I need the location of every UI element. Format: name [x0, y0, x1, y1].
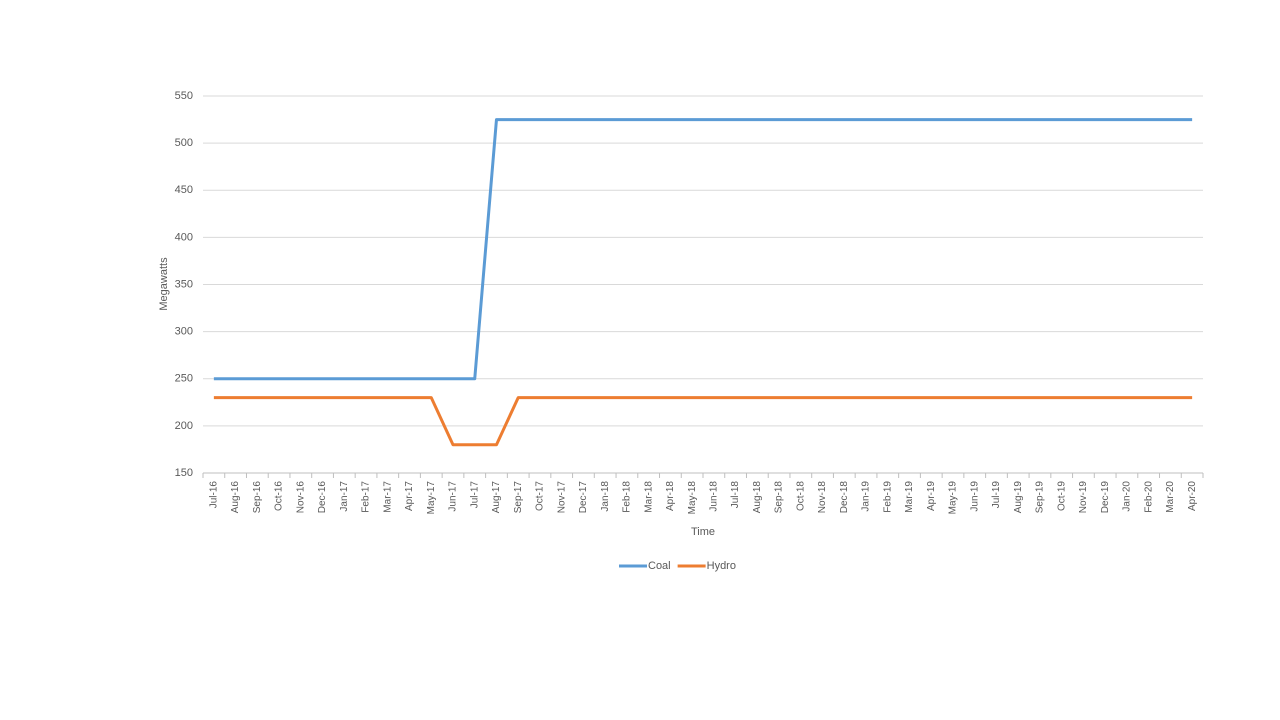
x-tick-label: Nov-19 [1078, 481, 1089, 514]
x-tick-label: May-18 [687, 481, 698, 515]
x-tick-label: Dec-17 [578, 481, 589, 514]
x-tick-label: Nov-18 [817, 481, 828, 514]
x-tick-label: Feb-20 [1143, 481, 1154, 513]
x-tick-label: Apr-18 [665, 481, 676, 511]
x-tick-label: Jan-17 [339, 481, 350, 512]
x-tick-label: Apr-20 [1187, 481, 1198, 511]
legend-label: Coal [648, 560, 671, 572]
x-tick-label: Jul-19 [991, 481, 1002, 509]
x-tick-label: Jul-18 [730, 481, 741, 509]
x-tick-label: Aug-17 [491, 481, 502, 514]
x-tick-label: Nov-16 [295, 481, 306, 514]
y-tick-label: 250 [175, 373, 193, 385]
y-tick-label: 150 [175, 467, 193, 479]
x-tick-label: Jun-19 [969, 481, 980, 512]
y-tick-label: 200 [175, 420, 193, 432]
y-tick-label: 350 [175, 278, 193, 290]
x-tick-label: Dec-16 [317, 481, 328, 514]
x-tick-label: Jul-17 [469, 481, 480, 509]
y-axis-title: Megawatts [158, 257, 170, 311]
x-tick-label: Dec-19 [1100, 481, 1111, 514]
x-tick-label: Apr-19 [926, 481, 937, 511]
x-tick-label: Dec-18 [839, 481, 850, 514]
y-tick-label: 300 [175, 326, 193, 338]
x-tick-label: Mar-18 [643, 481, 654, 513]
x-tick-label: May-17 [426, 481, 437, 515]
x-tick-label: Jan-18 [600, 481, 611, 512]
x-tick-label: Aug-18 [752, 481, 763, 514]
legend-label: Hydro [707, 560, 736, 572]
x-tick-label: Feb-18 [622, 481, 633, 513]
x-tick-label: Jun-18 [709, 481, 720, 512]
x-tick-label: Sep-19 [1035, 481, 1046, 514]
y-tick-label: 550 [175, 90, 193, 102]
x-tick-label: Jun-17 [448, 481, 459, 512]
data-line [213, 118, 1193, 381]
x-tick-label: Jul-16 [209, 481, 220, 509]
x-tick-label: Aug-19 [1013, 481, 1024, 514]
x-tick-label: Jan-19 [861, 481, 872, 512]
x-tick-label: Mar-17 [382, 481, 393, 513]
x-tick-label: Mar-20 [1165, 481, 1176, 513]
x-tick-label: May-19 [948, 481, 959, 515]
x-tick-label: Feb-17 [361, 481, 372, 513]
x-tick-label: Mar-19 [904, 481, 915, 513]
x-axis-title: Time [691, 526, 715, 538]
x-tick-label: Apr-17 [404, 481, 415, 511]
y-tick-label: 450 [175, 184, 193, 196]
x-tick-label: Aug-16 [230, 481, 241, 514]
x-tick-label: Nov-17 [556, 481, 567, 514]
y-tick-label: 500 [175, 137, 193, 149]
x-tick-label: Oct-18 [795, 481, 806, 511]
x-tick-label: Jan-20 [1122, 481, 1133, 512]
data-line [213, 396, 1193, 447]
y-tick-label: 400 [175, 231, 193, 243]
x-tick-label: Oct-16 [274, 481, 285, 511]
x-tick-label: Oct-17 [535, 481, 546, 511]
x-tick-label: Oct-19 [1056, 481, 1067, 511]
x-tick-label: Sep-18 [774, 481, 785, 514]
x-tick-label: Sep-17 [513, 481, 524, 514]
x-tick-label: Sep-16 [252, 481, 263, 514]
x-tick-label: Feb-19 [882, 481, 893, 513]
